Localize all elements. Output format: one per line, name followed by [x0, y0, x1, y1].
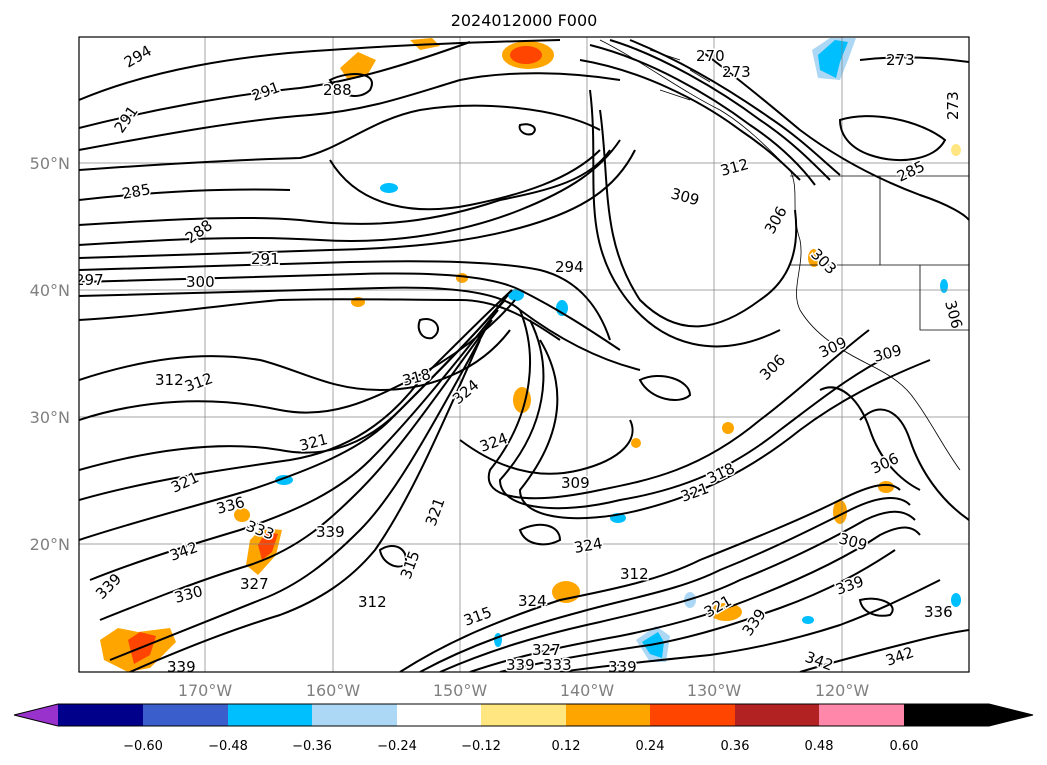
contour-label: 312 [358, 593, 387, 611]
contour-label: 339 [608, 658, 637, 676]
gridlines [79, 37, 969, 672]
colorbar-tick: 0.12 [552, 739, 581, 754]
lon-label-160w: 160°W [306, 681, 361, 700]
colorbar-tick: 0.24 [636, 739, 665, 754]
colorbar-swatch [228, 704, 312, 726]
colorbar-swatch [735, 704, 819, 726]
anomaly-patch [833, 500, 847, 524]
colorbar-tick: −0.12 [461, 739, 501, 754]
contour-label: 339 [167, 658, 196, 676]
colorbar-tick: 0.36 [721, 739, 750, 754]
anomaly-patch [234, 508, 250, 522]
colorbar: −0.60 −0.48 −0.36 −0.24 −0.12 0.12 0.24 … [13, 703, 1034, 754]
anomaly-patch [710, 603, 742, 621]
colorbar-swatch [481, 704, 566, 726]
contour-label: 297 [75, 271, 104, 289]
colorbar-swatch [650, 704, 735, 726]
contour-label: 333 [543, 656, 572, 674]
contour-label: 324 [518, 592, 547, 610]
lon-label-120w: 120°W [815, 681, 870, 700]
lat-label-50n: 50°N [30, 154, 70, 173]
contour-label: 312 [155, 371, 184, 389]
contour-lines [79, 39, 969, 672]
anomaly-patch [510, 46, 542, 64]
lat-label-20n: 20°N [30, 535, 70, 554]
anomaly-patch [494, 633, 502, 647]
colorbar-tick: −0.60 [123, 739, 163, 754]
anomaly-patch [878, 481, 894, 493]
contour-label: 273 [722, 63, 751, 81]
lat-label-40n: 40°N [30, 281, 70, 300]
contour-label: 270 [696, 47, 725, 65]
colorbar-extend-max [904, 704, 1033, 726]
latitude-labels: 50°N 40°N 30°N 20°N [30, 154, 70, 554]
contour-label: 312 [620, 565, 649, 583]
colorbar-swatch [397, 704, 481, 726]
lon-label-150w: 150°W [433, 681, 488, 700]
map-frame [78, 36, 970, 673]
contour-label: 288 [323, 81, 352, 99]
lon-label-130w: 130°W [687, 681, 742, 700]
contour-label: 273 [944, 91, 962, 120]
anomaly-patch [940, 279, 948, 293]
contour-label: 285 [121, 180, 152, 203]
anomaly-patch [818, 40, 848, 78]
anomaly-patch [258, 532, 278, 560]
map-panel: 294 291 291 288 285 288 291 297 300 270 … [75, 37, 969, 676]
colorbar-swatch [566, 704, 650, 726]
colorbar-swatch [312, 704, 397, 726]
colorbar-outline [13, 703, 1034, 727]
contour-label: 294 [555, 258, 584, 276]
colorbar-swatch [58, 704, 143, 726]
contour-label: 291 [251, 250, 280, 268]
longitude-labels: 170°W 160°W 150°W 140°W 130°W 120°W [178, 681, 870, 700]
anomaly-patch [951, 144, 961, 156]
colorbar-tick: 0.48 [805, 739, 834, 754]
anomaly-patch [631, 438, 641, 448]
anomaly-patch [380, 183, 398, 193]
colorbar-tick: 0.60 [890, 739, 919, 754]
contour-label: 309 [561, 474, 590, 492]
anomaly-patch [802, 616, 814, 624]
colorbar-swatch [143, 704, 228, 726]
anomaly-patch [456, 273, 468, 283]
colorbar-tick: −0.24 [377, 739, 417, 754]
anomaly-patch [808, 249, 820, 267]
anomaly-patch [340, 52, 376, 80]
contour-label: 273 [886, 51, 915, 69]
anomaly-patch [508, 289, 524, 301]
contour-label: 327 [240, 575, 269, 593]
anomaly-patch [951, 593, 961, 607]
anomaly-patch [722, 422, 734, 434]
map-title: 2024012000 F000 [451, 11, 598, 30]
contour-label: 327 [532, 641, 561, 659]
colorbar-tick: −0.48 [208, 739, 248, 754]
lon-label-140w: 140°W [560, 681, 615, 700]
lat-label-30n: 30°N [30, 408, 70, 427]
lon-label-170w: 170°W [178, 681, 233, 700]
contour-label: 339 [506, 656, 535, 674]
contour-label: 339 [316, 523, 345, 541]
contour-label: 300 [186, 273, 215, 291]
colorbar-tick: −0.36 [292, 739, 332, 754]
colorbar-swatch [819, 704, 904, 726]
colorbar-extend-min [14, 704, 58, 726]
contour-label: 336 [924, 603, 953, 621]
